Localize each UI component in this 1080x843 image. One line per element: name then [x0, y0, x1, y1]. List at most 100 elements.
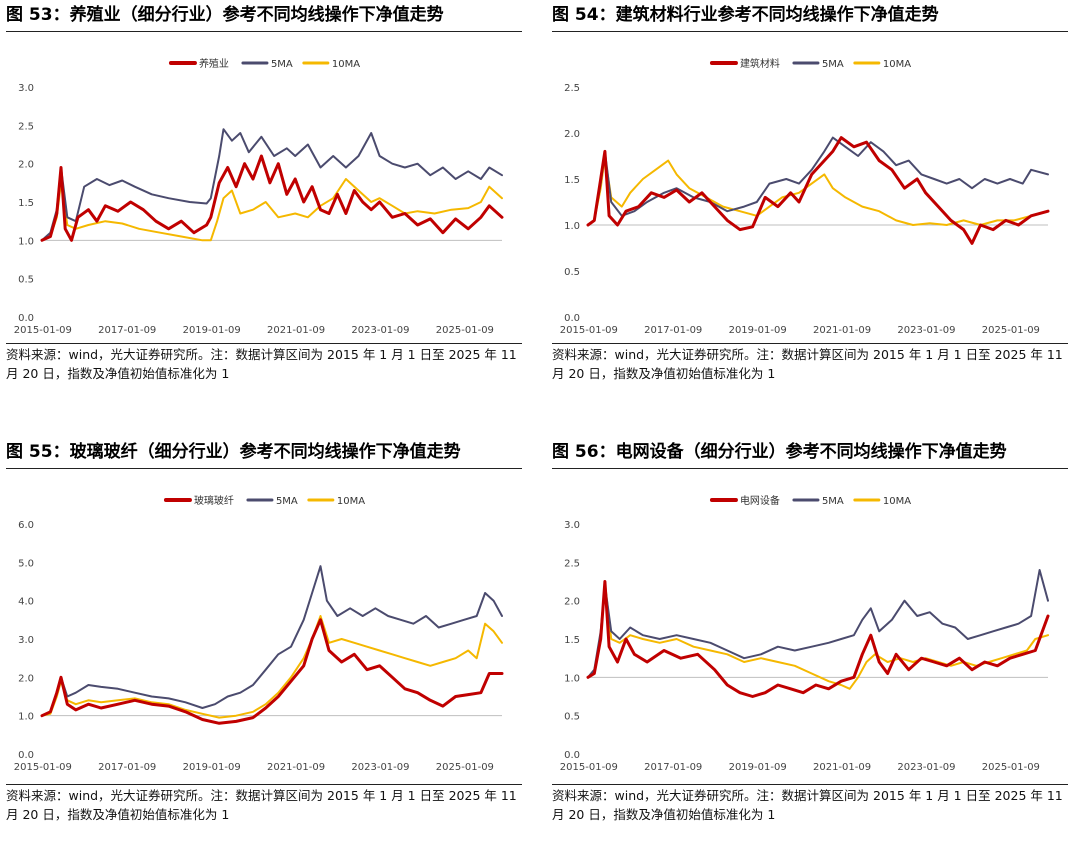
y-tick-label: 2.0	[18, 673, 34, 684]
y-tick-label: 2.0	[564, 129, 580, 140]
series-line-5ma	[41, 128, 503, 242]
legend-label: 10MA	[337, 496, 365, 507]
x-tick-label: 2015-01-09	[560, 325, 618, 336]
y-tick-label: 0.0	[18, 313, 34, 324]
y-tick-label: 3.0	[18, 83, 34, 94]
y-tick-label: 6.0	[18, 520, 34, 531]
source-note-line-2: 月 20 日，指数及净值初始值标准化为 1	[552, 366, 776, 381]
source-note: 资料来源：wind，光大证券研究所。注：数据计算区间为 2015 年 1 月 1…	[6, 345, 524, 383]
legend-label: 电网设备	[740, 494, 780, 507]
y-tick-label: 2.0	[18, 160, 34, 171]
chart-panel-56: 图 56：电网设备（细分行业）参考不同均线操作下净值走势 0.0 0.5 1.0 1.…	[552, 440, 1068, 840]
title-divider	[6, 31, 522, 32]
x-tick-label: 2017-01-09	[98, 762, 156, 773]
y-tick-label: 0.0	[18, 750, 34, 761]
x-tick-label: 2019-01-09	[183, 325, 241, 336]
y-tick-label: 1.5	[564, 175, 580, 186]
legend-label: 5MA	[822, 496, 844, 507]
source-divider	[6, 343, 522, 344]
legend-label: 建筑材料	[740, 57, 780, 70]
chart-panel-54: 图 54：建筑材料行业参考不同均线操作下净值走势 0.0 0.5 1.0 1.5 2.0…	[552, 3, 1068, 403]
legend-label: 5MA	[271, 59, 293, 70]
x-tick-label: 2021-01-09	[267, 762, 325, 773]
x-tick-label: 2021-01-09	[813, 325, 871, 336]
line-chart: 0.0 0.5 1.0 1.5 2.0 2.5 3.0 2015-01-09 2017-01-0…	[560, 494, 1050, 773]
y-tick-label: 0.5	[18, 275, 34, 286]
y-tick-label: 0.5	[564, 267, 580, 278]
series-line-5ma	[587, 136, 1049, 226]
series-line-10ma	[587, 580, 1049, 690]
source-note-line-1: 资料来源：wind，光大证券研究所。注：数据计算区间为 2015 年 1 月 1…	[6, 347, 517, 362]
source-note-line-2: 月 20 日，指数及净值初始值标准化为 1	[6, 807, 230, 822]
source-note: 资料来源：wind，光大证券研究所。注：数据计算区间为 2015 年 1 月 1…	[552, 786, 1070, 824]
source-note-line-1: 资料来源：wind，光大证券研究所。注：数据计算区间为 2015 年 1 月 1…	[6, 788, 517, 803]
x-tick-label: 2017-01-09	[98, 325, 156, 336]
y-tick-label: 1.0	[18, 712, 34, 723]
x-tick-label: 2021-01-09	[813, 762, 871, 773]
x-tick-label: 2023-01-09	[351, 762, 409, 773]
line-chart: 0.0 0.5 1.0 1.5 2.0 2.5 2015-01-09 2017-01-09 20…	[560, 57, 1050, 336]
chart-panel-55: 图 55：玻璃玻纤（细分行业）参考不同均线操作下净值走势 0.0 1.0 2.0 3.…	[6, 440, 522, 840]
chart-panel-53: 图 53：养殖业（细分行业）参考不同均线操作下净值走势 0.0 0.5 1.0 1.5…	[6, 3, 522, 403]
source-note: 资料来源：wind，光大证券研究所。注：数据计算区间为 2015 年 1 月 1…	[6, 786, 524, 824]
line-chart: 0.0 0.5 1.0 1.5 2.0 2.5 3.0 2015-01-09 2017-01-0…	[14, 57, 504, 336]
y-tick-label: 0.0	[564, 750, 580, 761]
legend-label: 10MA	[332, 59, 360, 70]
y-tick-label: 1.0	[564, 673, 580, 684]
series-line-index	[40, 618, 504, 725]
chart-title: 图 53：养殖业（细分行业）参考不同均线操作下净值走势	[6, 5, 444, 25]
series-line-index	[40, 154, 504, 242]
y-tick-label: 1.0	[564, 221, 580, 232]
chart-title: 图 55：玻璃玻纤（细分行业）参考不同均线操作下净值走势	[6, 442, 461, 462]
y-tick-label: 1.5	[18, 198, 34, 209]
source-divider	[6, 784, 522, 785]
y-tick-label: 3.0	[564, 520, 580, 531]
line-chart: 0.0 1.0 2.0 3.0 4.0 5.0 6.0 2015-01-09 2017-01-0…	[14, 494, 504, 773]
y-tick-label: 0.0	[564, 313, 580, 324]
x-tick-label: 2015-01-09	[560, 762, 618, 773]
series-line-index	[586, 580, 1050, 698]
series-line-10ma	[587, 155, 1049, 226]
x-tick-label: 2019-01-09	[729, 762, 787, 773]
source-note-line-2: 月 20 日，指数及净值初始值标准化为 1	[552, 807, 776, 822]
y-tick-label: 2.5	[18, 121, 34, 132]
x-tick-label: 2015-01-09	[14, 762, 72, 773]
y-tick-label: 4.0	[18, 597, 34, 608]
x-tick-label: 2023-01-09	[897, 762, 955, 773]
legend-label: 玻璃玻纤	[194, 494, 234, 507]
series-line-10ma	[41, 178, 503, 242]
y-tick-label: 5.0	[18, 558, 34, 569]
x-tick-label: 2017-01-09	[644, 762, 702, 773]
x-tick-label: 2023-01-09	[897, 325, 955, 336]
x-tick-label: 2025-01-09	[436, 762, 494, 773]
source-note: 资料来源：wind，光大证券研究所。注：数据计算区间为 2015 年 1 月 1…	[552, 345, 1070, 383]
series-line-5ma	[41, 565, 503, 717]
y-tick-label: 2.5	[564, 83, 580, 94]
source-note-line-1: 资料来源：wind，光大证券研究所。注：数据计算区间为 2015 年 1 月 1…	[552, 347, 1063, 362]
chart-title: 图 56：电网设备（细分行业）参考不同均线操作下净值走势	[552, 442, 1007, 462]
chart-title: 图 54：建筑材料行业参考不同均线操作下净值走势	[552, 5, 939, 25]
x-tick-label: 2019-01-09	[729, 325, 787, 336]
x-tick-label: 2015-01-09	[14, 325, 72, 336]
x-tick-label: 2025-01-09	[982, 325, 1040, 336]
legend-label: 10MA	[883, 496, 911, 507]
series-line-5ma	[587, 569, 1049, 679]
y-tick-label: 2.0	[564, 597, 580, 608]
x-tick-label: 2025-01-09	[982, 762, 1040, 773]
y-tick-label: 0.5	[564, 712, 580, 723]
legend-label: 5MA	[276, 496, 298, 507]
x-tick-label: 2023-01-09	[351, 325, 409, 336]
source-note-line-2: 月 20 日，指数及净值初始值标准化为 1	[6, 366, 230, 381]
legend-label: 养殖业	[199, 57, 229, 70]
title-divider	[552, 468, 1068, 469]
y-tick-label: 1.5	[564, 635, 580, 646]
source-divider	[552, 343, 1068, 344]
y-tick-label: 1.0	[18, 236, 34, 247]
x-tick-label: 2025-01-09	[436, 325, 494, 336]
x-tick-label: 2021-01-09	[267, 325, 325, 336]
y-tick-label: 2.5	[564, 558, 580, 569]
series-line-index	[586, 136, 1050, 245]
legend-label: 10MA	[883, 59, 911, 70]
legend-label: 5MA	[822, 59, 844, 70]
x-tick-label: 2017-01-09	[644, 325, 702, 336]
